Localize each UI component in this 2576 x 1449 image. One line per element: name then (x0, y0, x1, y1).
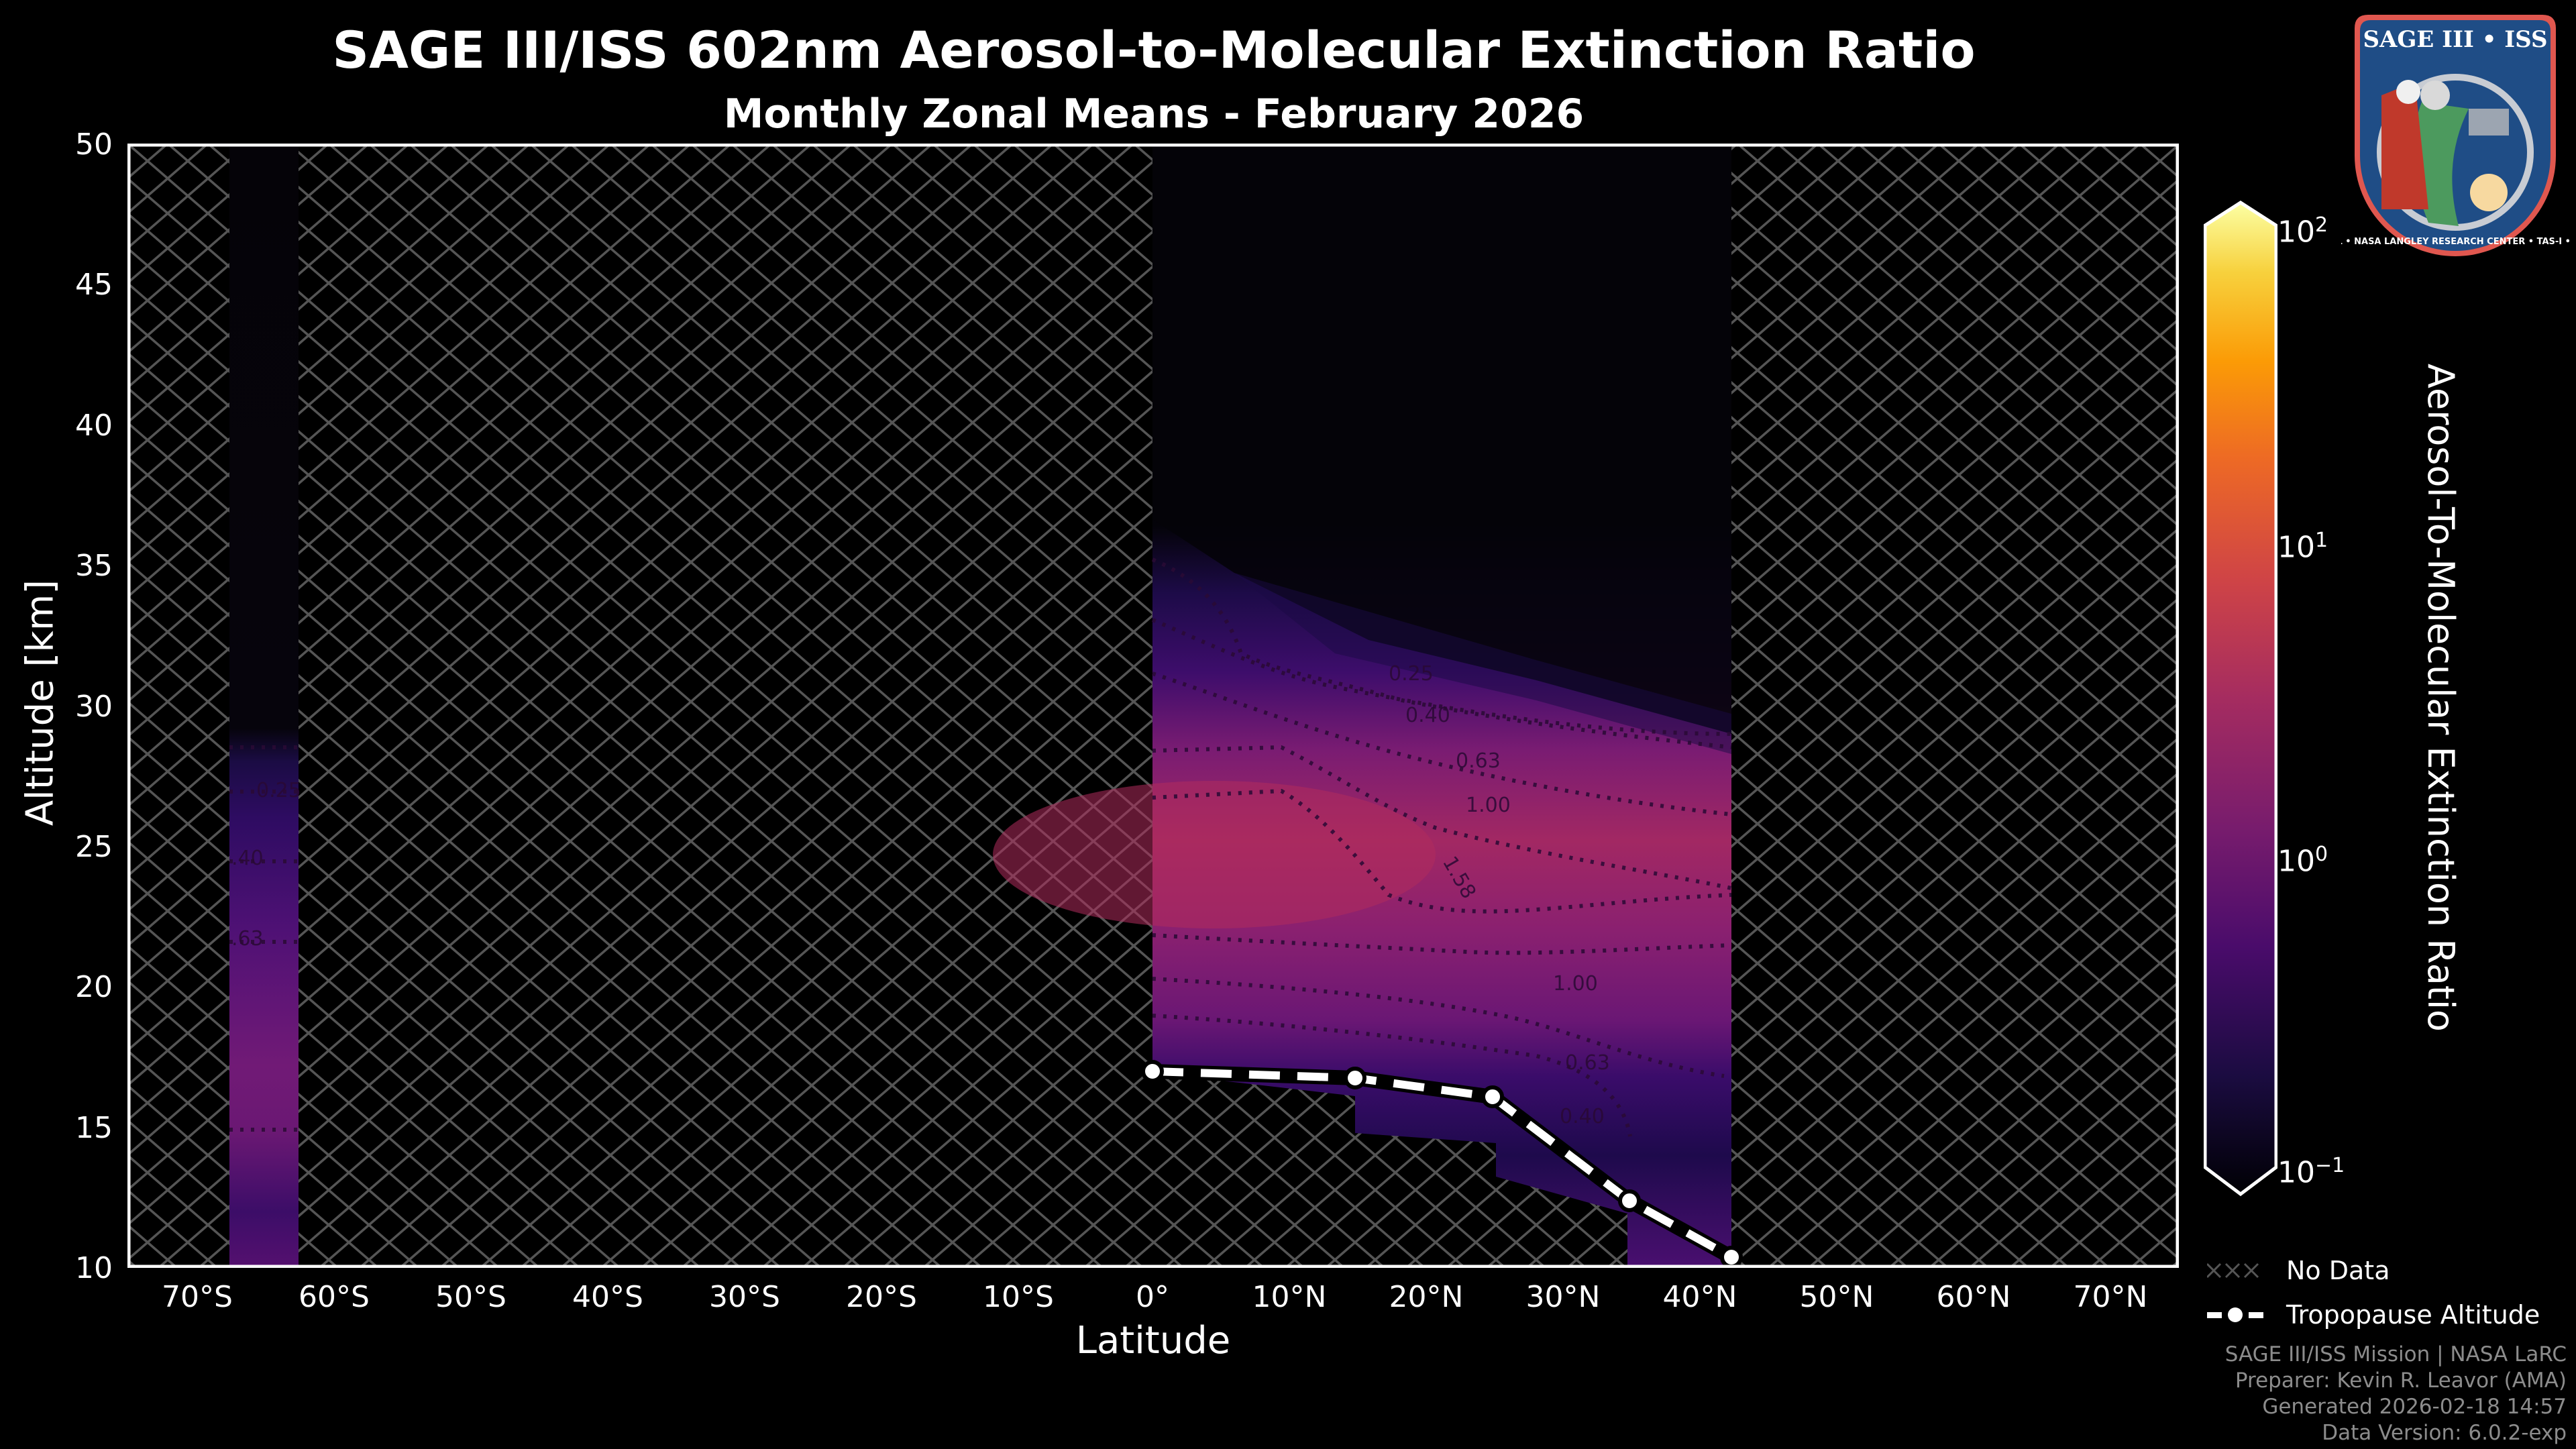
legend-item-tropopause: Tropopause Altitude (2207, 1300, 2540, 1330)
y-tick-20: 20 (75, 970, 113, 1004)
x-tick: 50°N (1799, 1280, 1874, 1314)
colorbar-label: Aerosol-To-Molecular Extinction Ratio (2420, 364, 2462, 1032)
y-tick-10: 10 (75, 1251, 113, 1285)
heatmap: 0.25 0.40 0.63 1.00 1.58 1.00 0.63 0.40 … (127, 144, 2179, 1268)
x-tick: 30°S (709, 1280, 780, 1314)
x-tick: 40°S (572, 1280, 643, 1314)
y-tick-25: 25 (75, 830, 113, 864)
x-tick: 0° (1136, 1280, 1169, 1314)
x-axis-label: Latitude (1075, 1319, 1231, 1362)
dashed-line-marker-icon (2207, 1307, 2263, 1322)
svg-text:1.00: 1.00 (1466, 794, 1511, 817)
colorbar-tick-0.1: 10−1 (2277, 1154, 2345, 1190)
x-tick: 30°N (1525, 1280, 1601, 1314)
svg-text:0.63: 0.63 (1565, 1051, 1610, 1075)
legend-label-tropopause: Tropopause Altitude (2286, 1300, 2540, 1330)
svg-text:1.00: 1.00 (1553, 972, 1598, 996)
x-tick: 20°S (846, 1280, 917, 1314)
x-tick: 70°N (2073, 1280, 2148, 1314)
colorbar-tick-1: 100 (2277, 843, 2328, 879)
sage-iii-iss-mission-logo: SAGE III • ISS BALL • NASA LANGLEY RESEA… (2341, 15, 2569, 256)
x-tick: 50°S (435, 1280, 506, 1314)
legend-label-no-data: No Data (2286, 1256, 2390, 1285)
svg-text:.40: .40 (231, 847, 264, 870)
y-tick-40: 40 (75, 409, 113, 443)
svg-text:SAGE III • ISS: SAGE III • ISS (2363, 26, 2547, 53)
y-tick-15: 15 (75, 1111, 113, 1145)
y-tick-50: 50 (75, 127, 113, 162)
x-tick: 10°S (983, 1280, 1054, 1314)
tropopause-line (1141, 1060, 1743, 1268)
credits-mission: SAGE III/ISS Mission | NASA LaRC (2224, 1342, 2567, 1366)
y-tick-35: 35 (75, 549, 113, 583)
credits-generated: Generated 2026-02-18 14:57 (2262, 1395, 2567, 1419)
plot-area: 0.25 0.40 0.63 1.00 1.58 1.00 0.63 0.40 … (127, 144, 2179, 1268)
credits-data-version: Data Version: 6.0.2-exp (2322, 1421, 2567, 1445)
x-tick: 60°S (299, 1280, 370, 1314)
svg-text:0.25: 0.25 (1389, 662, 1434, 686)
x-tick: 40°N (1662, 1280, 1737, 1314)
x-tick: 20°N (1389, 1280, 1464, 1314)
svg-text:0.40: 0.40 (1560, 1105, 1605, 1128)
credits-block: SAGE III/ISS Mission | NASA LaRC Prepare… (2225, 1342, 2567, 1446)
svg-text:BALL • NASA LANGLEY RESEARCH C: BALL • NASA LANGLEY RESEARCH CENTER • TA… (2341, 237, 2569, 247)
svg-text:.63: .63 (231, 927, 264, 951)
svg-text:0.63: 0.63 (1456, 749, 1501, 773)
x-tick: 10°N (1252, 1280, 1327, 1314)
svg-text:0.25: 0.25 (256, 779, 301, 802)
legend-item-no-data: No Data (2207, 1256, 2390, 1285)
colorbar-tick-10: 101 (2277, 529, 2328, 565)
x-tick: 60°N (1936, 1280, 2011, 1314)
y-tick-30: 30 (75, 690, 113, 724)
svg-text:0.40: 0.40 (1405, 704, 1450, 727)
colorbar (2204, 201, 2277, 1197)
chart-subtitle: Monthly Zonal Means - February 2026 (723, 91, 1585, 138)
x-tick: 70°S (162, 1280, 233, 1314)
y-tick-45: 45 (75, 268, 113, 302)
hatch-swatch-icon (2207, 1263, 2259, 1279)
colorbar-tick-100: 102 (2277, 213, 2328, 250)
credits-preparer: Preparer: Kevin R. Leavor (AMA) (2235, 1368, 2567, 1393)
y-axis-label: Altitude [km] (18, 579, 62, 826)
chart-title: SAGE III/ISS 602nm Aerosol-to-Molecular … (332, 20, 1976, 80)
